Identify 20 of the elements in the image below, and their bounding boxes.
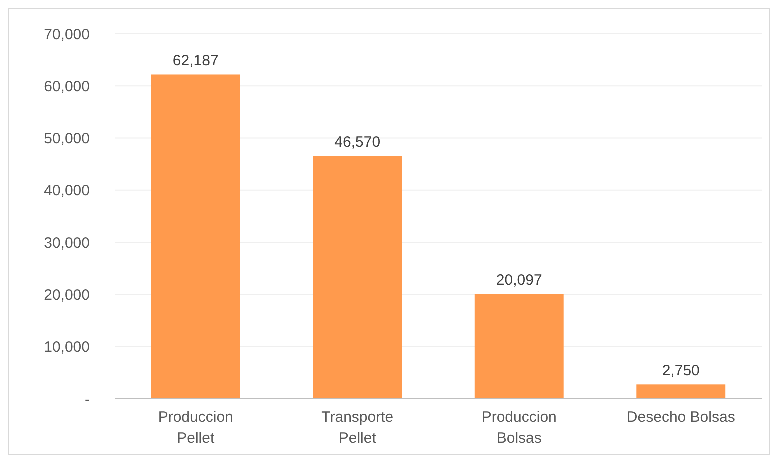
x-tick-label: Produccion Bolsas (482, 409, 557, 447)
y-tick-label: 50,000 (44, 130, 90, 148)
data-label: 2,750 (662, 362, 700, 380)
y-tick-label: 30,000 (44, 234, 90, 252)
data-label: 46,570 (334, 134, 381, 152)
x-tick-label: Transporte Pellet (322, 409, 394, 447)
data-label: 62,187 (172, 52, 219, 70)
y-tick-label: 20,000 (44, 286, 90, 304)
y-tick-label: 40,000 (44, 182, 90, 200)
y-tick-label: - (85, 391, 90, 408)
y-tick-label: 10,000 (44, 339, 90, 356)
bar (474, 294, 564, 399)
bar (151, 74, 240, 399)
y-tick-label: 60,000 (44, 78, 90, 96)
bar (313, 156, 402, 399)
x-tick-label: Produccion Pellet (158, 409, 234, 447)
y-tick-label: 70,000 (44, 26, 90, 44)
bar (636, 384, 726, 399)
data-label: 20,097 (496, 272, 542, 290)
x-tick-label: Desecho Bolsas (626, 409, 736, 426)
